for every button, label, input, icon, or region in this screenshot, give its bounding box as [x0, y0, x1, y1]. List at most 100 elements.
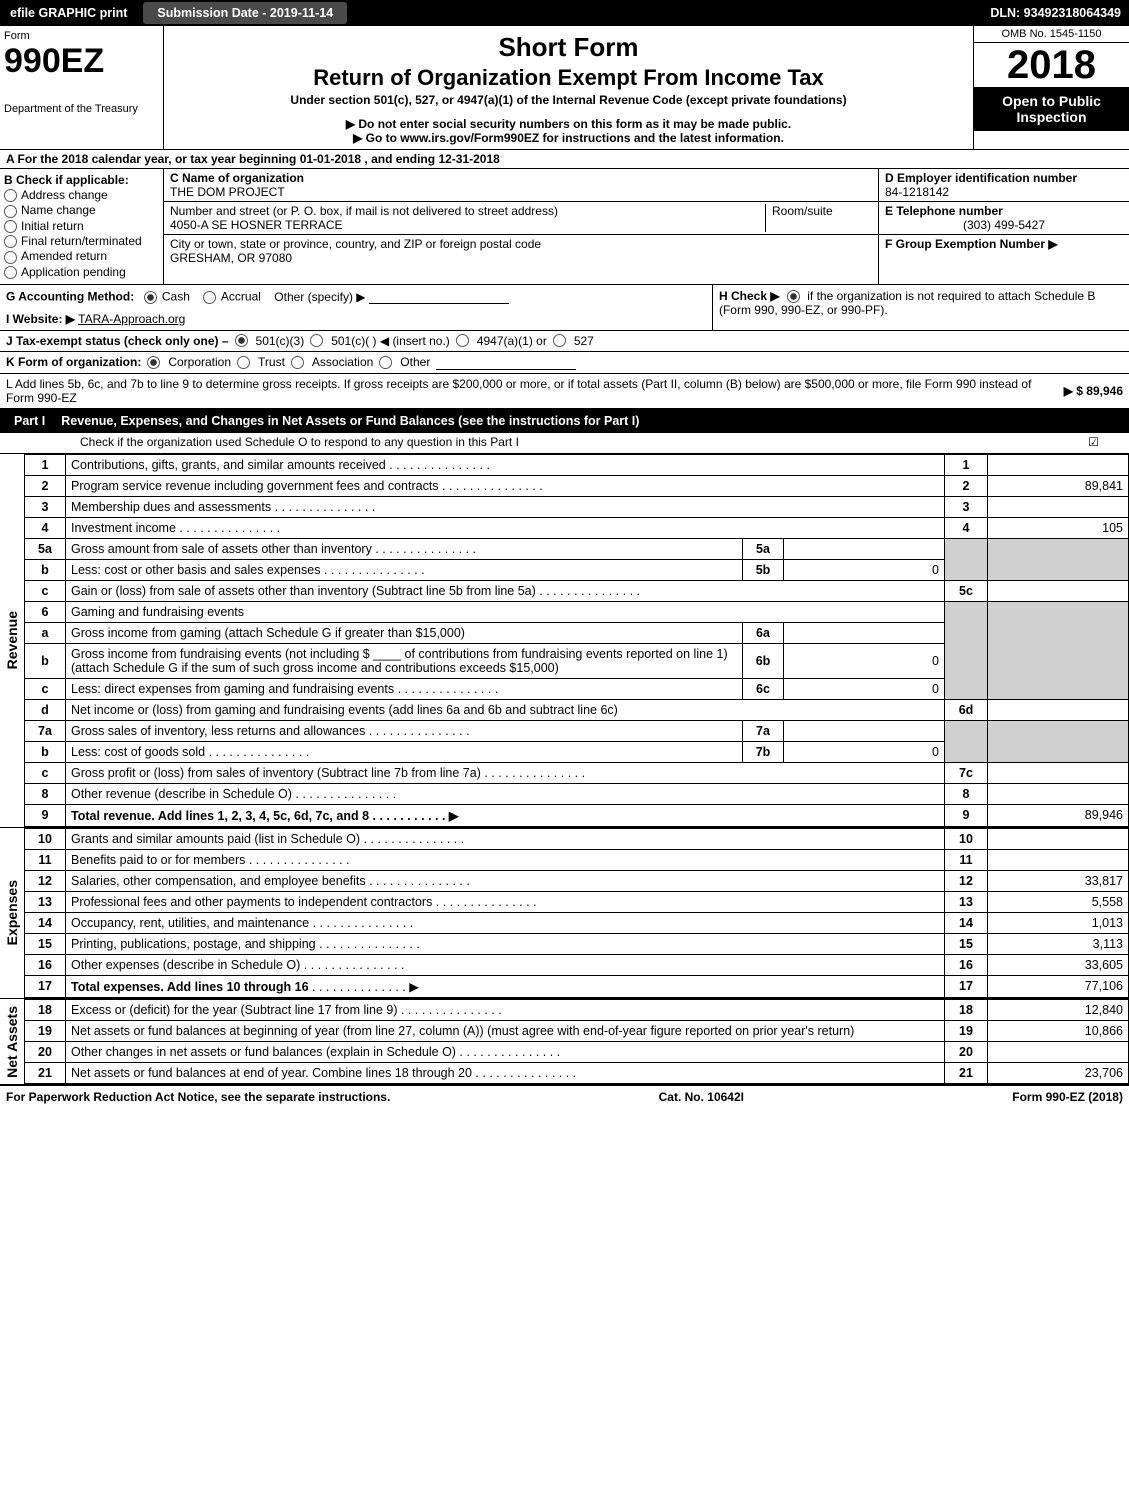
street-label: Number and street (or P. O. box, if mail…: [170, 204, 765, 218]
revenue-side-label: Revenue: [4, 611, 20, 669]
chk-trust[interactable]: [237, 356, 250, 369]
return-title: Return of Organization Exempt From Incom…: [170, 65, 967, 91]
efile-label: efile GRAPHIC print: [0, 6, 137, 20]
chk-527[interactable]: [553, 334, 566, 347]
note-goto-irs: ▶ Go to www.irs.gov/Form990EZ for instru…: [170, 131, 967, 145]
row-a-mid: , and ending: [364, 152, 435, 166]
dept-label: Department of the Treasury: [4, 103, 159, 115]
line-2: 2Program service revenue including gover…: [25, 475, 1129, 496]
org-name-label: C Name of organization: [170, 171, 872, 185]
chk-501c[interactable]: [310, 334, 323, 347]
line-9: 9Total revenue. Add lines 1, 2, 3, 4, 5c…: [25, 804, 1129, 826]
omb-number: OMB No. 1545-1150: [974, 26, 1129, 43]
col-b-label: B Check if applicable:: [4, 173, 159, 187]
line-13: 13Professional fees and other payments t…: [25, 891, 1129, 912]
line-5c: cGain or (loss) from sale of assets othe…: [25, 580, 1129, 601]
row-a-prefix: A For the 2018 calendar year, or tax yea…: [6, 152, 296, 166]
expenses-table: 10Grants and similar amounts paid (list …: [25, 828, 1129, 998]
footer-right: Form 990-EZ (2018): [1012, 1090, 1123, 1104]
chk-schedule-b[interactable]: [787, 290, 800, 303]
line-11: 11Benefits paid to or for members11: [25, 849, 1129, 870]
form-label: Form: [4, 30, 159, 42]
chk-amended-return[interactable]: Amended return: [4, 249, 159, 263]
row-k: K Form of organization: Corporation Trus…: [0, 352, 1129, 374]
chk-application-pending[interactable]: Application pending: [4, 265, 159, 279]
part-i-heading: Revenue, Expenses, and Changes in Net As…: [61, 414, 639, 428]
line-6: 6Gaming and fundraising events: [25, 601, 1129, 622]
city-label: City or town, state or province, country…: [170, 237, 872, 251]
row-l-text: L Add lines 5b, 6c, and 7b to line 9 to …: [6, 377, 1058, 405]
form-header: Form 990EZ Department of the Treasury Sh…: [0, 26, 1129, 150]
line-16: 16Other expenses (describe in Schedule O…: [25, 954, 1129, 975]
org-name: THE DOM PROJECT: [170, 185, 872, 199]
website-label: I Website: ▶: [6, 312, 75, 326]
chk-corporation[interactable]: [147, 356, 160, 369]
line-5a: 5aGross amount from sale of assets other…: [25, 538, 1129, 559]
line-4: 4Investment income4105: [25, 517, 1129, 538]
top-bar: efile GRAPHIC print Submission Date - 20…: [0, 0, 1129, 26]
line-20: 20Other changes in net assets or fund ba…: [25, 1041, 1129, 1062]
netassets-side-label: Net Assets: [4, 1006, 20, 1078]
row-j: J Tax-exempt status (check only one) – 5…: [0, 331, 1129, 352]
netassets-table: 18Excess or (deficit) for the year (Subt…: [25, 999, 1129, 1084]
tax-year-end: 12-31-2018: [438, 152, 499, 166]
expenses-side-label: Expenses: [4, 880, 20, 945]
cash-label: Cash: [162, 290, 190, 304]
website-value: TARA-Approach.org: [78, 312, 185, 326]
other-label: Other (specify) ▶: [274, 290, 365, 304]
ein-label: D Employer identification number: [885, 171, 1123, 185]
subtitle: Under section 501(c), 527, or 4947(a)(1)…: [170, 93, 967, 107]
line-10: 10Grants and similar amounts paid (list …: [25, 828, 1129, 849]
other-specify-input[interactable]: [369, 289, 509, 304]
revenue-table: 1Contributions, gifts, grants, and simil…: [25, 454, 1129, 827]
part-i-label: Part I: [8, 412, 51, 430]
note-no-ssn: ▶ Do not enter social security numbers o…: [170, 117, 967, 131]
chk-cash[interactable]: [144, 291, 157, 304]
chk-name-change[interactable]: Name change: [4, 203, 159, 217]
part-i-sub: Check if the organization used Schedule …: [0, 433, 1129, 454]
tax-year: 2018: [974, 43, 1129, 87]
line-17: 17Total expenses. Add lines 10 through 1…: [25, 975, 1129, 997]
open-to-public: Open to Public Inspection: [974, 87, 1129, 131]
chk-4947[interactable]: [456, 334, 469, 347]
ein: 84-1218142: [885, 185, 1123, 199]
dln-number: DLN: 93492318064349: [990, 6, 1129, 20]
col-b-checkboxes: B Check if applicable: Address change Na…: [0, 169, 164, 284]
line-21: 21Net assets or fund balances at end of …: [25, 1062, 1129, 1083]
chk-final-return[interactable]: Final return/terminated: [4, 234, 159, 248]
line-1: 1Contributions, gifts, grants, and simil…: [25, 454, 1129, 475]
submission-date: Submission Date - 2019-11-14: [143, 2, 347, 24]
line-7a: 7aGross sales of inventory, less returns…: [25, 720, 1129, 741]
group-exemption-label: F Group Exemption Number ▶: [885, 237, 1123, 251]
form-org-label: K Form of organization:: [6, 355, 141, 369]
line-8: 8Other revenue (describe in Schedule O)8: [25, 783, 1129, 804]
line-18: 18Excess or (deficit) for the year (Subt…: [25, 999, 1129, 1020]
chk-initial-return[interactable]: Initial return: [4, 219, 159, 233]
other-org-input[interactable]: [436, 355, 576, 370]
page-footer: For Paperwork Reduction Act Notice, see …: [0, 1086, 1129, 1108]
telephone: (303) 499-5427: [885, 218, 1123, 232]
part-i-header: Part I Revenue, Expenses, and Changes in…: [0, 409, 1129, 433]
footer-mid: Cat. No. 10642I: [659, 1090, 744, 1104]
line-14: 14Occupancy, rent, utilities, and mainte…: [25, 912, 1129, 933]
short-form-title: Short Form: [170, 32, 967, 63]
line-6d: dNet income or (loss) from gaming and fu…: [25, 699, 1129, 720]
footer-left: For Paperwork Reduction Act Notice, see …: [6, 1090, 390, 1104]
h-label: H Check ▶: [719, 289, 780, 303]
accounting-method-label: G Accounting Method:: [6, 290, 134, 304]
chk-501c3[interactable]: [235, 334, 248, 347]
room-suite-label: Room/suite: [765, 204, 872, 232]
accrual-label: Accrual: [221, 290, 261, 304]
chk-accrual[interactable]: [203, 291, 216, 304]
city: GRESHAM, OR 97080: [170, 251, 872, 265]
tel-label: E Telephone number: [885, 204, 1123, 218]
chk-other-org[interactable]: [379, 356, 392, 369]
chk-address-change[interactable]: Address change: [4, 188, 159, 202]
chk-association[interactable]: [291, 356, 304, 369]
line-3: 3Membership dues and assessments3: [25, 496, 1129, 517]
row-a-tax-year: A For the 2018 calendar year, or tax yea…: [0, 150, 1129, 169]
tax-exempt-label: J Tax-exempt status (check only one) –: [6, 334, 229, 348]
tax-year-begin: 01-01-2018: [300, 152, 361, 166]
line-19: 19Net assets or fund balances at beginni…: [25, 1020, 1129, 1041]
form-number: 990EZ: [4, 42, 159, 81]
